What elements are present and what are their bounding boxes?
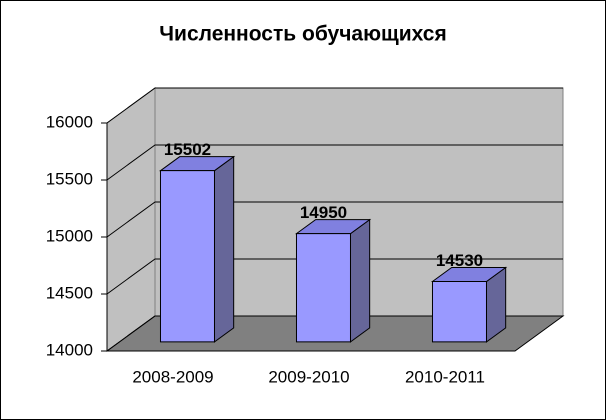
bar: [159, 170, 215, 343]
grid-line: [106, 87, 563, 124]
bar: [295, 233, 351, 343]
data-label: 15502: [164, 140, 211, 159]
grid-line: [106, 201, 563, 238]
grid-line: [106, 258, 563, 295]
grid-line: [106, 315, 563, 352]
bar-side: [213, 155, 235, 343]
grid-line: [106, 144, 563, 181]
bar: [431, 280, 487, 343]
y-tick-label: 14000: [46, 340, 93, 359]
y-tick-label: 16000: [46, 112, 93, 131]
data-label: 14530: [436, 251, 483, 270]
y-tick-label: 15000: [46, 226, 93, 245]
bar-side: [349, 218, 371, 343]
data-label: 14950: [300, 203, 347, 222]
x-tick-label: 2010-2011: [405, 367, 485, 386]
chart-title: Численность обучающихся: [159, 23, 446, 46]
y-tick-label: 14500: [46, 283, 93, 302]
x-tick-label: 2009-2010: [268, 367, 349, 386]
x-tick-label: 2008-2009: [132, 367, 213, 386]
y-tick-label: 15500: [46, 169, 93, 188]
